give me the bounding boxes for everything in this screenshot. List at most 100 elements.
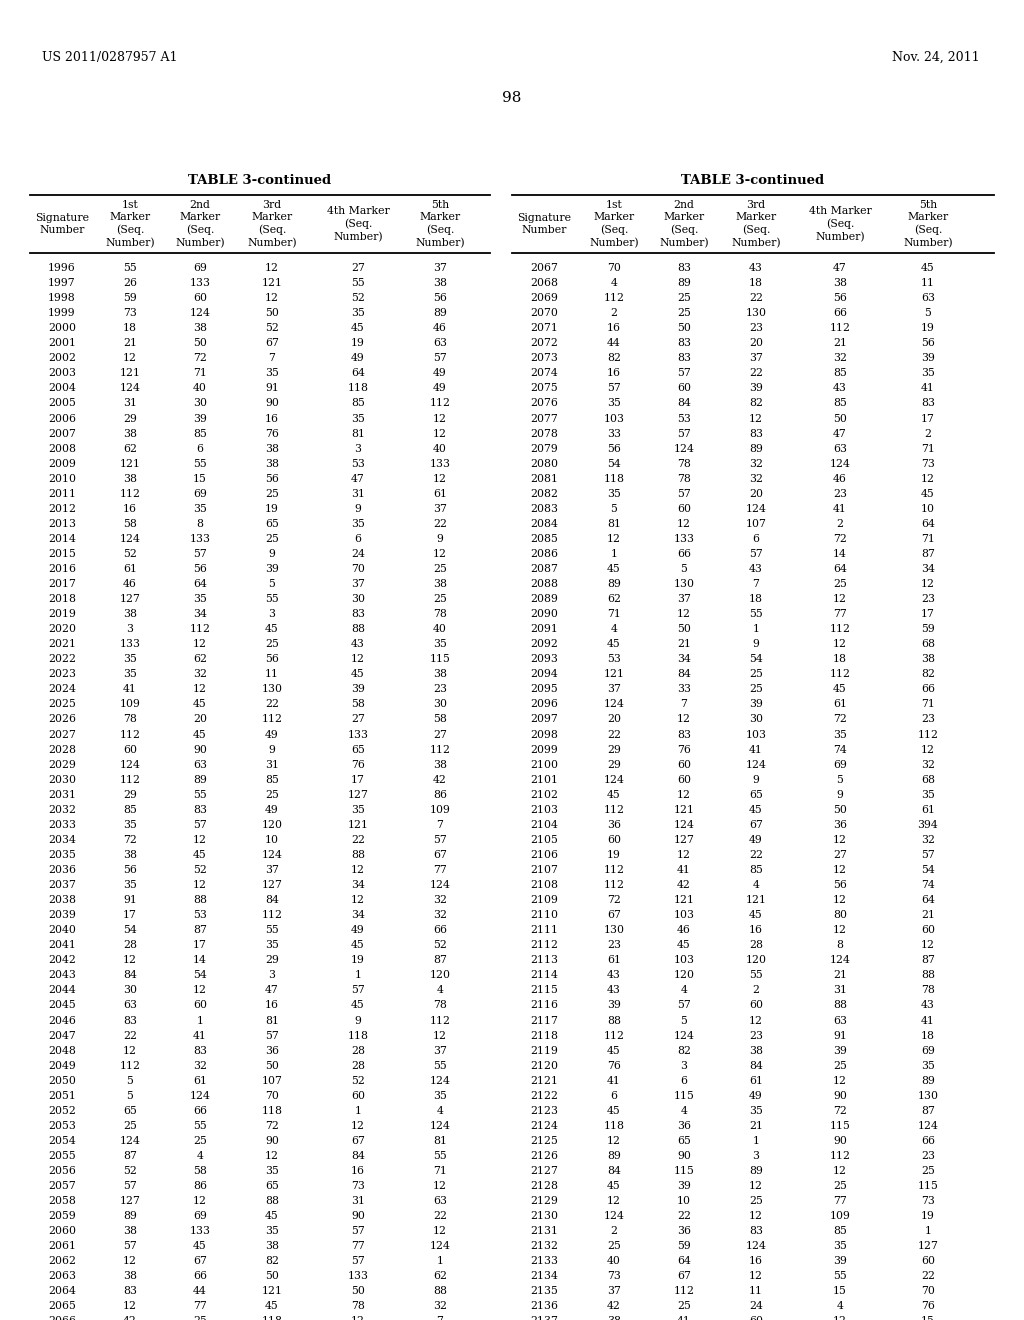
- Text: 2nd
Marker
(Seq.
Number): 2nd Marker (Seq. Number): [659, 199, 709, 248]
- Text: 57: 57: [750, 549, 763, 558]
- Text: 2: 2: [837, 519, 844, 529]
- Text: 90: 90: [194, 744, 207, 755]
- Text: 45: 45: [265, 1212, 279, 1221]
- Text: 25: 25: [607, 1241, 621, 1251]
- Text: 2044: 2044: [48, 986, 76, 995]
- Text: 127: 127: [674, 836, 694, 845]
- Text: 22: 22: [677, 1212, 691, 1221]
- Text: 85: 85: [834, 399, 847, 408]
- Text: 87: 87: [921, 549, 935, 558]
- Text: 38: 38: [123, 850, 137, 859]
- Text: 12: 12: [193, 986, 207, 995]
- Text: 70: 70: [921, 1287, 935, 1296]
- Text: 2005: 2005: [48, 399, 76, 408]
- Text: 112: 112: [120, 1061, 140, 1071]
- Text: 9: 9: [268, 744, 275, 755]
- Text: 46: 46: [433, 323, 446, 333]
- Text: 3: 3: [753, 1151, 760, 1162]
- Text: 57: 57: [351, 1257, 365, 1266]
- Text: 1: 1: [610, 549, 617, 558]
- Text: 29: 29: [607, 744, 621, 755]
- Text: 61: 61: [921, 805, 935, 814]
- Text: 39: 39: [834, 1045, 847, 1056]
- Text: 19: 19: [921, 323, 935, 333]
- Text: 35: 35: [123, 820, 137, 830]
- Text: 127: 127: [261, 880, 283, 890]
- Text: 12: 12: [433, 1031, 447, 1040]
- Text: 4: 4: [436, 986, 443, 995]
- Text: 6: 6: [197, 444, 204, 454]
- Text: 36: 36: [677, 1226, 691, 1237]
- Text: 2019: 2019: [48, 609, 76, 619]
- Text: 35: 35: [265, 1226, 279, 1237]
- Text: 2047: 2047: [48, 1031, 76, 1040]
- Text: 30: 30: [749, 714, 763, 725]
- Text: 6: 6: [753, 533, 760, 544]
- Text: 118: 118: [261, 1106, 283, 1115]
- Text: 76: 76: [351, 759, 365, 770]
- Text: 115: 115: [918, 1181, 938, 1191]
- Text: 56: 56: [194, 564, 207, 574]
- Text: 56: 56: [607, 444, 621, 454]
- Text: 112: 112: [120, 775, 140, 784]
- Text: 38: 38: [433, 669, 447, 680]
- Text: 71: 71: [921, 444, 935, 454]
- Text: 45: 45: [351, 669, 365, 680]
- Text: 112: 112: [829, 1151, 851, 1162]
- Text: 89: 89: [433, 308, 446, 318]
- Text: 2132: 2132: [530, 1241, 558, 1251]
- Text: 63: 63: [833, 1015, 847, 1026]
- Text: 12: 12: [351, 865, 365, 875]
- Text: 130: 130: [261, 684, 283, 694]
- Text: 12: 12: [833, 594, 847, 605]
- Text: 10: 10: [677, 1196, 691, 1206]
- Text: 2080: 2080: [530, 458, 558, 469]
- Text: 89: 89: [607, 579, 621, 589]
- Text: 112: 112: [674, 1287, 694, 1296]
- Text: 115: 115: [674, 1090, 694, 1101]
- Text: 66: 66: [677, 549, 691, 558]
- Text: 57: 57: [123, 1181, 137, 1191]
- Text: 1st
Marker
(Seq.
Number): 1st Marker (Seq. Number): [105, 199, 155, 248]
- Text: 120: 120: [674, 970, 694, 981]
- Text: 80: 80: [833, 911, 847, 920]
- Text: 43: 43: [921, 1001, 935, 1010]
- Text: 2033: 2033: [48, 820, 76, 830]
- Text: 112: 112: [603, 880, 625, 890]
- Text: 50: 50: [834, 413, 847, 424]
- Text: 23: 23: [921, 714, 935, 725]
- Text: 63: 63: [433, 1196, 447, 1206]
- Text: 2058: 2058: [48, 1196, 76, 1206]
- Text: 73: 73: [607, 1271, 621, 1282]
- Text: 91: 91: [265, 383, 279, 393]
- Text: 77: 77: [194, 1302, 207, 1312]
- Text: 103: 103: [674, 911, 694, 920]
- Text: 32: 32: [749, 474, 763, 483]
- Text: 53: 53: [677, 413, 691, 424]
- Text: 12: 12: [193, 880, 207, 890]
- Text: 63: 63: [433, 338, 447, 348]
- Text: 5th
Marker
(Seq.
Number): 5th Marker (Seq. Number): [903, 199, 952, 248]
- Text: 2027: 2027: [48, 730, 76, 739]
- Text: 12: 12: [833, 895, 847, 906]
- Text: 2041: 2041: [48, 940, 76, 950]
- Text: 17: 17: [921, 609, 935, 619]
- Text: 50: 50: [194, 338, 207, 348]
- Text: 2108: 2108: [530, 880, 558, 890]
- Text: 82: 82: [921, 669, 935, 680]
- Text: 31: 31: [351, 1196, 365, 1206]
- Text: 25: 25: [194, 1316, 207, 1320]
- Text: 55: 55: [834, 1271, 847, 1282]
- Text: 81: 81: [433, 1137, 447, 1146]
- Text: 2071: 2071: [530, 323, 558, 333]
- Text: 14: 14: [194, 956, 207, 965]
- Text: 34: 34: [921, 564, 935, 574]
- Text: 2003: 2003: [48, 368, 76, 379]
- Text: 89: 89: [194, 775, 207, 784]
- Text: 103: 103: [745, 730, 767, 739]
- Text: 2100: 2100: [530, 759, 558, 770]
- Text: 121: 121: [120, 458, 140, 469]
- Text: 2103: 2103: [530, 805, 558, 814]
- Text: 74: 74: [922, 880, 935, 890]
- Text: 12: 12: [921, 579, 935, 589]
